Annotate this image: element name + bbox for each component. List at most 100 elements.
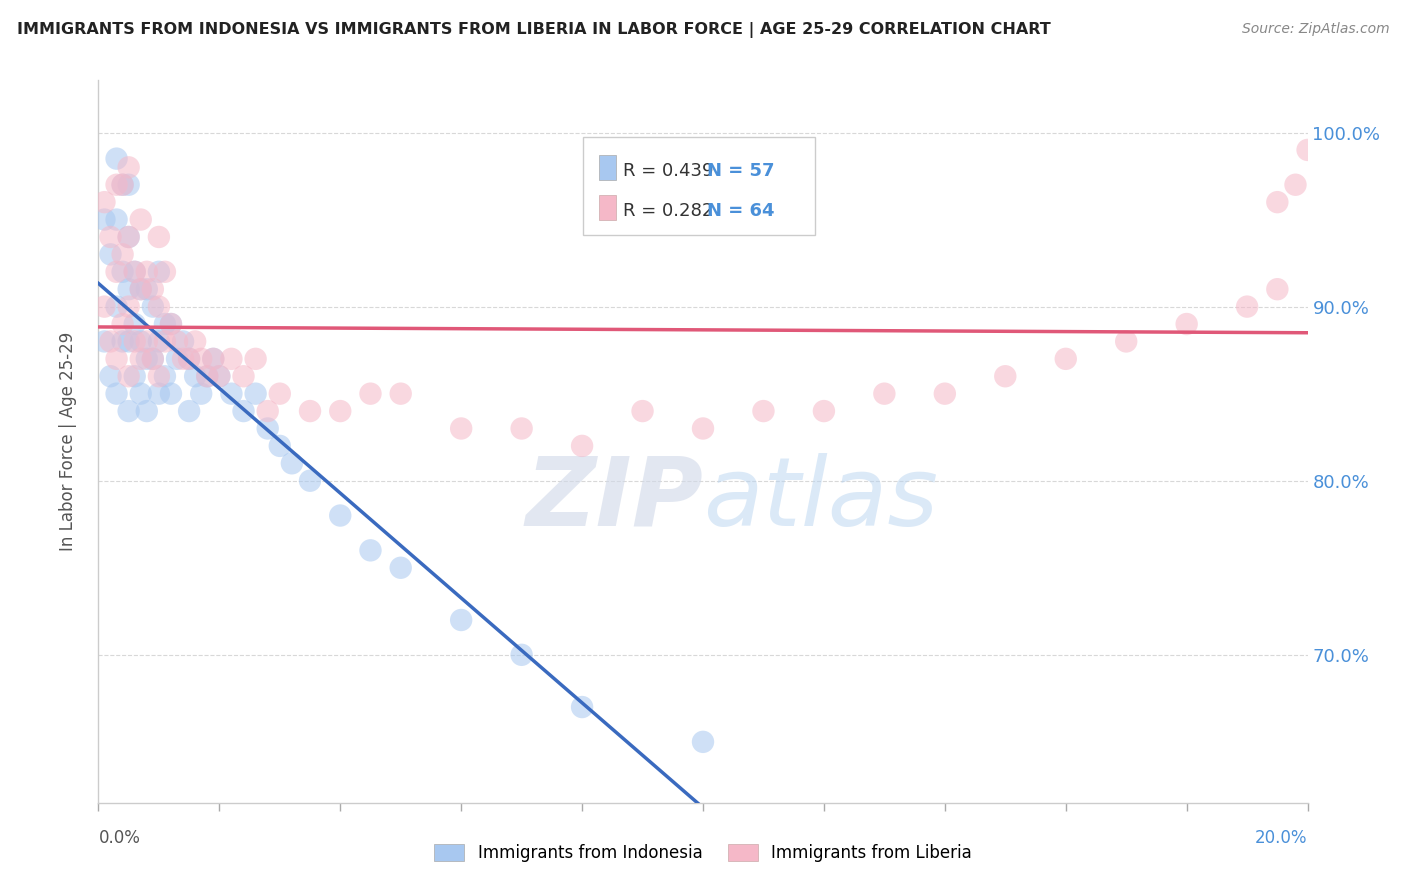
Point bbox=[105, 265, 128, 279]
Point bbox=[124, 317, 146, 331]
Point bbox=[232, 404, 254, 418]
Point bbox=[269, 439, 291, 453]
Point bbox=[245, 386, 267, 401]
Point bbox=[389, 561, 412, 575]
Text: ZIP: ZIP bbox=[524, 453, 703, 546]
Text: atlas: atlas bbox=[703, 453, 938, 546]
Point bbox=[256, 421, 278, 435]
Point bbox=[269, 386, 291, 401]
Point bbox=[153, 317, 176, 331]
Point bbox=[299, 474, 322, 488]
Point bbox=[118, 300, 141, 314]
Point bbox=[135, 334, 157, 349]
Point bbox=[166, 351, 188, 366]
Text: R = 0.282: R = 0.282 bbox=[623, 202, 713, 219]
Point bbox=[994, 369, 1017, 384]
Point bbox=[111, 265, 134, 279]
Point bbox=[135, 265, 157, 279]
Point bbox=[1115, 334, 1137, 349]
Point bbox=[100, 334, 122, 349]
Point bbox=[93, 212, 115, 227]
Point bbox=[571, 439, 593, 453]
Point bbox=[329, 404, 352, 418]
Point bbox=[93, 334, 115, 349]
Point bbox=[208, 369, 231, 384]
Point bbox=[148, 265, 170, 279]
Point bbox=[692, 735, 714, 749]
Point bbox=[184, 334, 207, 349]
Point bbox=[129, 334, 152, 349]
Legend: Immigrants from Indonesia, Immigrants from Liberia: Immigrants from Indonesia, Immigrants fr… bbox=[429, 838, 977, 867]
Point bbox=[118, 161, 141, 175]
Point bbox=[105, 386, 128, 401]
Point bbox=[202, 351, 225, 366]
Point bbox=[692, 421, 714, 435]
Point bbox=[172, 351, 194, 366]
Point bbox=[450, 613, 472, 627]
Point bbox=[221, 351, 243, 366]
Point bbox=[190, 386, 212, 401]
Point bbox=[934, 386, 956, 401]
Point bbox=[195, 369, 218, 384]
Point bbox=[172, 334, 194, 349]
Text: IMMIGRANTS FROM INDONESIA VS IMMIGRANTS FROM LIBERIA IN LABOR FORCE | AGE 25-29 : IMMIGRANTS FROM INDONESIA VS IMMIGRANTS … bbox=[17, 22, 1050, 38]
Point bbox=[105, 152, 128, 166]
Point bbox=[160, 386, 183, 401]
Point bbox=[105, 300, 128, 314]
Point bbox=[148, 386, 170, 401]
Point bbox=[360, 386, 382, 401]
Point bbox=[142, 300, 165, 314]
Point bbox=[142, 351, 165, 366]
Point bbox=[118, 369, 141, 384]
Point bbox=[510, 421, 533, 435]
Point bbox=[179, 351, 201, 366]
Point bbox=[256, 404, 278, 418]
Point bbox=[135, 351, 157, 366]
Point bbox=[93, 300, 115, 314]
Point bbox=[245, 351, 267, 366]
Point bbox=[184, 369, 207, 384]
Point bbox=[100, 247, 122, 261]
Point bbox=[148, 334, 170, 349]
Point bbox=[232, 369, 254, 384]
Point bbox=[129, 282, 152, 296]
Point bbox=[129, 351, 152, 366]
Point bbox=[360, 543, 382, 558]
Point bbox=[1236, 300, 1258, 314]
Point bbox=[571, 700, 593, 714]
Point bbox=[148, 369, 170, 384]
Text: Source: ZipAtlas.com: Source: ZipAtlas.com bbox=[1241, 22, 1389, 37]
Text: R = 0.439: R = 0.439 bbox=[623, 161, 713, 179]
Point bbox=[153, 369, 176, 384]
Point bbox=[124, 265, 146, 279]
Point bbox=[93, 195, 115, 210]
Text: N = 57: N = 57 bbox=[707, 161, 775, 179]
Point bbox=[450, 421, 472, 435]
Point bbox=[631, 404, 654, 418]
Point bbox=[111, 178, 134, 192]
Point bbox=[813, 404, 835, 418]
Point bbox=[129, 386, 152, 401]
Point bbox=[118, 282, 141, 296]
Y-axis label: In Labor Force | Age 25-29: In Labor Force | Age 25-29 bbox=[59, 332, 77, 551]
Text: 20.0%: 20.0% bbox=[1256, 829, 1308, 847]
Point bbox=[202, 351, 225, 366]
Point bbox=[105, 212, 128, 227]
Point bbox=[118, 334, 141, 349]
Point bbox=[153, 334, 176, 349]
Point bbox=[118, 404, 141, 418]
Point bbox=[179, 404, 201, 418]
Point bbox=[160, 317, 183, 331]
Point bbox=[135, 404, 157, 418]
Point bbox=[100, 369, 122, 384]
Point bbox=[148, 300, 170, 314]
Point bbox=[124, 369, 146, 384]
Point bbox=[221, 386, 243, 401]
Point bbox=[118, 230, 141, 244]
Point bbox=[111, 178, 134, 192]
Point bbox=[160, 317, 183, 331]
Point bbox=[281, 456, 304, 470]
Point bbox=[179, 351, 201, 366]
Point bbox=[111, 247, 134, 261]
Text: N = 64: N = 64 bbox=[707, 202, 775, 219]
